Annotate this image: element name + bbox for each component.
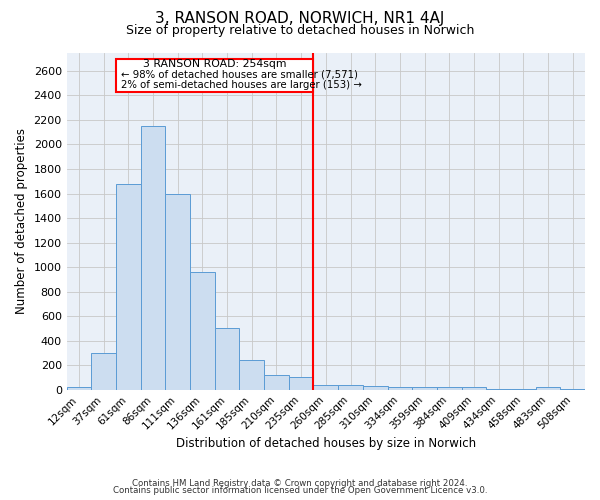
Bar [166,194,190,390]
Bar [264,375,289,390]
Bar [190,272,215,390]
Text: Size of property relative to detached houses in Norwich: Size of property relative to detached ho… [126,24,474,37]
Bar [412,388,437,390]
Bar [461,388,486,390]
Text: Contains public sector information licensed under the Open Government Licence v3: Contains public sector information licen… [113,486,487,495]
Bar [486,389,511,390]
Text: 2% of semi-detached houses are larger (153) →: 2% of semi-detached houses are larger (1… [121,80,362,90]
Text: Contains HM Land Registry data © Crown copyright and database right 2024.: Contains HM Land Registry data © Crown c… [132,478,468,488]
Bar [363,386,388,390]
Bar [116,184,141,390]
Text: 3 RANSON ROAD: 254sqm: 3 RANSON ROAD: 254sqm [143,60,287,70]
Text: 3, RANSON ROAD, NORWICH, NR1 4AJ: 3, RANSON ROAD, NORWICH, NR1 4AJ [155,11,445,26]
Bar [116,58,313,92]
Bar [536,388,560,390]
Bar [67,388,91,390]
Bar [560,389,585,390]
Bar [511,389,536,390]
Bar [141,126,166,390]
Y-axis label: Number of detached properties: Number of detached properties [15,128,28,314]
Bar [91,353,116,390]
X-axis label: Distribution of detached houses by size in Norwich: Distribution of detached houses by size … [176,437,476,450]
Text: ← 98% of detached houses are smaller (7,571): ← 98% of detached houses are smaller (7,… [121,70,358,80]
Bar [239,360,264,390]
Bar [437,388,461,390]
Bar [313,385,338,390]
Bar [388,388,412,390]
Bar [338,385,363,390]
Bar [215,328,239,390]
Bar [289,378,313,390]
